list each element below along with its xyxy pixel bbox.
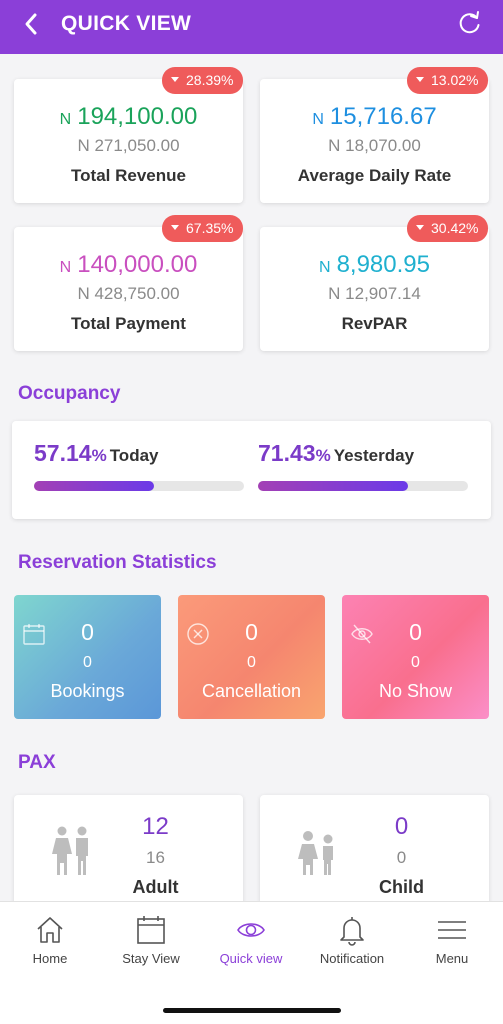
stat-sub: 0 xyxy=(247,654,256,671)
app-header: QUICK VIEW xyxy=(0,0,503,54)
pax-count: 12 xyxy=(142,813,169,840)
kpi-value: N 140,000.00 xyxy=(14,251,243,279)
kpi-label: Total Revenue xyxy=(71,166,186,185)
occupancy-today: 57.14% Today xyxy=(34,440,159,467)
kpi-amount: 15,716.67 xyxy=(329,103,437,130)
stat-label: No Show xyxy=(378,681,453,701)
pax-sub: 0 xyxy=(396,848,407,867)
tab-home[interactable]: Home xyxy=(0,914,100,966)
occupancy-yesterday-label: Yesterday xyxy=(333,446,415,465)
kpi-value: N 194,100.00 xyxy=(14,103,243,131)
occupancy-card: 57.14% Today 71.43% Yesterday xyxy=(12,421,491,519)
section-title-reservation-statistics: Reservation Statistics xyxy=(18,552,217,573)
change-badge: 30.42% xyxy=(407,215,489,242)
calendar-icon xyxy=(137,916,165,944)
currency-symbol: N xyxy=(59,259,72,276)
currency-symbol: N xyxy=(319,259,331,276)
kpi-previous-value: N 18,070.00 xyxy=(328,136,421,155)
bottom-tab-bar: Home Stay View Quick view Notification xyxy=(0,901,503,1024)
kpi-amount: 194,100.00 xyxy=(77,103,198,130)
chevron-left-icon[interactable] xyxy=(20,10,44,38)
kpi-value: N 8,980.95 xyxy=(260,251,489,279)
tab-quick-view[interactable]: Quick view xyxy=(201,914,301,966)
currency-symbol: N xyxy=(59,111,72,128)
pax-card-child[interactable]: 0 0 Child xyxy=(260,795,489,915)
change-value: 13.02% xyxy=(431,72,479,88)
tab-menu[interactable]: Menu xyxy=(402,914,502,966)
home-icon xyxy=(37,917,63,943)
stat-card-bookings[interactable]: 0 0 Bookings xyxy=(14,595,161,719)
kpi-label: Total Payment xyxy=(71,314,186,333)
change-badge: 67.35% xyxy=(162,215,244,242)
caret-down-icon xyxy=(416,224,424,230)
tab-label: Stay View xyxy=(122,951,180,966)
kpi-previous-value: N 428,750.00 xyxy=(77,284,180,303)
change-value: 67.35% xyxy=(186,220,234,236)
tab-stay-view[interactable]: Stay View xyxy=(101,914,201,966)
caret-down-icon xyxy=(416,76,424,82)
kpi-card-revpar[interactable]: N 8,980.95 N 12,907.14 RevPAR xyxy=(260,227,489,351)
page-title: QUICK VIEW xyxy=(61,12,192,35)
percent-sign: % xyxy=(315,446,331,465)
stat-count: 0 xyxy=(81,619,94,645)
change-badge: 28.39% xyxy=(162,67,244,94)
tab-label: Notification xyxy=(319,951,385,966)
occupancy-yesterday-bar-fill xyxy=(258,481,408,491)
change-value: 30.42% xyxy=(431,220,479,236)
change-value: 28.39% xyxy=(186,72,234,88)
stat-sub: 0 xyxy=(83,654,92,671)
kpi-amount: 140,000.00 xyxy=(77,251,198,278)
tab-notification[interactable]: Notification xyxy=(302,914,402,966)
kpi-card-average-daily-rate[interactable]: N 15,716.67 N 18,070.00 Average Daily Rat… xyxy=(260,79,489,203)
child-couple-icon xyxy=(298,831,333,875)
kpi-value: N 15,716.67 xyxy=(260,103,489,131)
tab-label: Home xyxy=(32,951,68,966)
eye-icon xyxy=(237,923,265,937)
caret-down-icon xyxy=(171,224,179,230)
stat-label: Bookings xyxy=(50,681,125,701)
stat-count: 0 xyxy=(409,619,422,645)
pax-label: Child xyxy=(379,877,424,897)
occupancy-yesterday: 71.43% Yesterday xyxy=(258,440,414,467)
stat-label: Cancellation xyxy=(201,681,302,701)
section-title-pax: PAX xyxy=(18,752,56,773)
cancel-circle-icon xyxy=(187,623,209,645)
tab-label: Menu xyxy=(435,951,469,966)
kpi-previous-value: N 271,050.00 xyxy=(77,136,180,155)
bell-icon xyxy=(340,917,364,946)
occupancy-today-bar xyxy=(34,481,244,491)
occupancy-today-bar-fill xyxy=(34,481,154,491)
pax-card-adult[interactable]: 12 16 Adult xyxy=(14,795,243,915)
home-indicator[interactable] xyxy=(163,1008,341,1013)
kpi-amount: 8,980.95 xyxy=(336,251,430,278)
caret-down-icon xyxy=(171,76,179,82)
occupancy-yesterday-value: 71.43 xyxy=(258,440,316,466)
eye-off-icon xyxy=(351,624,373,644)
calendar-icon xyxy=(23,624,45,645)
currency-symbol: N xyxy=(312,111,324,128)
stat-count: 0 xyxy=(245,619,258,645)
stat-card-cancellation[interactable]: 0 0 Cancellation xyxy=(178,595,325,719)
tab-label: Quick view xyxy=(219,951,283,966)
stat-sub: 0 xyxy=(411,654,420,671)
occupancy-yesterday-bar xyxy=(258,481,468,491)
pax-sub: 16 xyxy=(146,848,165,867)
kpi-card-total-payment[interactable]: N 140,000.00 N 428,750.00 Total Payment xyxy=(14,227,243,351)
kpi-card-total-revenue[interactable]: N 194,100.00 N 271,050.00 Total Revenue xyxy=(14,79,243,203)
refresh-icon[interactable] xyxy=(457,10,483,36)
pax-label: Adult xyxy=(132,877,179,897)
occupancy-today-label: Today xyxy=(109,446,159,465)
adult-couple-icon xyxy=(52,826,88,875)
kpi-previous-value: N 12,907.14 xyxy=(328,284,421,303)
pax-count: 0 xyxy=(394,813,409,840)
percent-sign: % xyxy=(91,446,107,465)
menu-icon xyxy=(438,921,466,939)
occupancy-today-value: 57.14 xyxy=(34,440,92,466)
change-badge: 13.02% xyxy=(407,67,489,94)
section-title-occupancy: Occupancy xyxy=(18,383,121,404)
kpi-label: RevPAR xyxy=(341,314,408,333)
kpi-label: Average Daily Rate xyxy=(297,166,452,185)
stat-card-no-show[interactable]: 0 0 No Show xyxy=(342,595,489,719)
